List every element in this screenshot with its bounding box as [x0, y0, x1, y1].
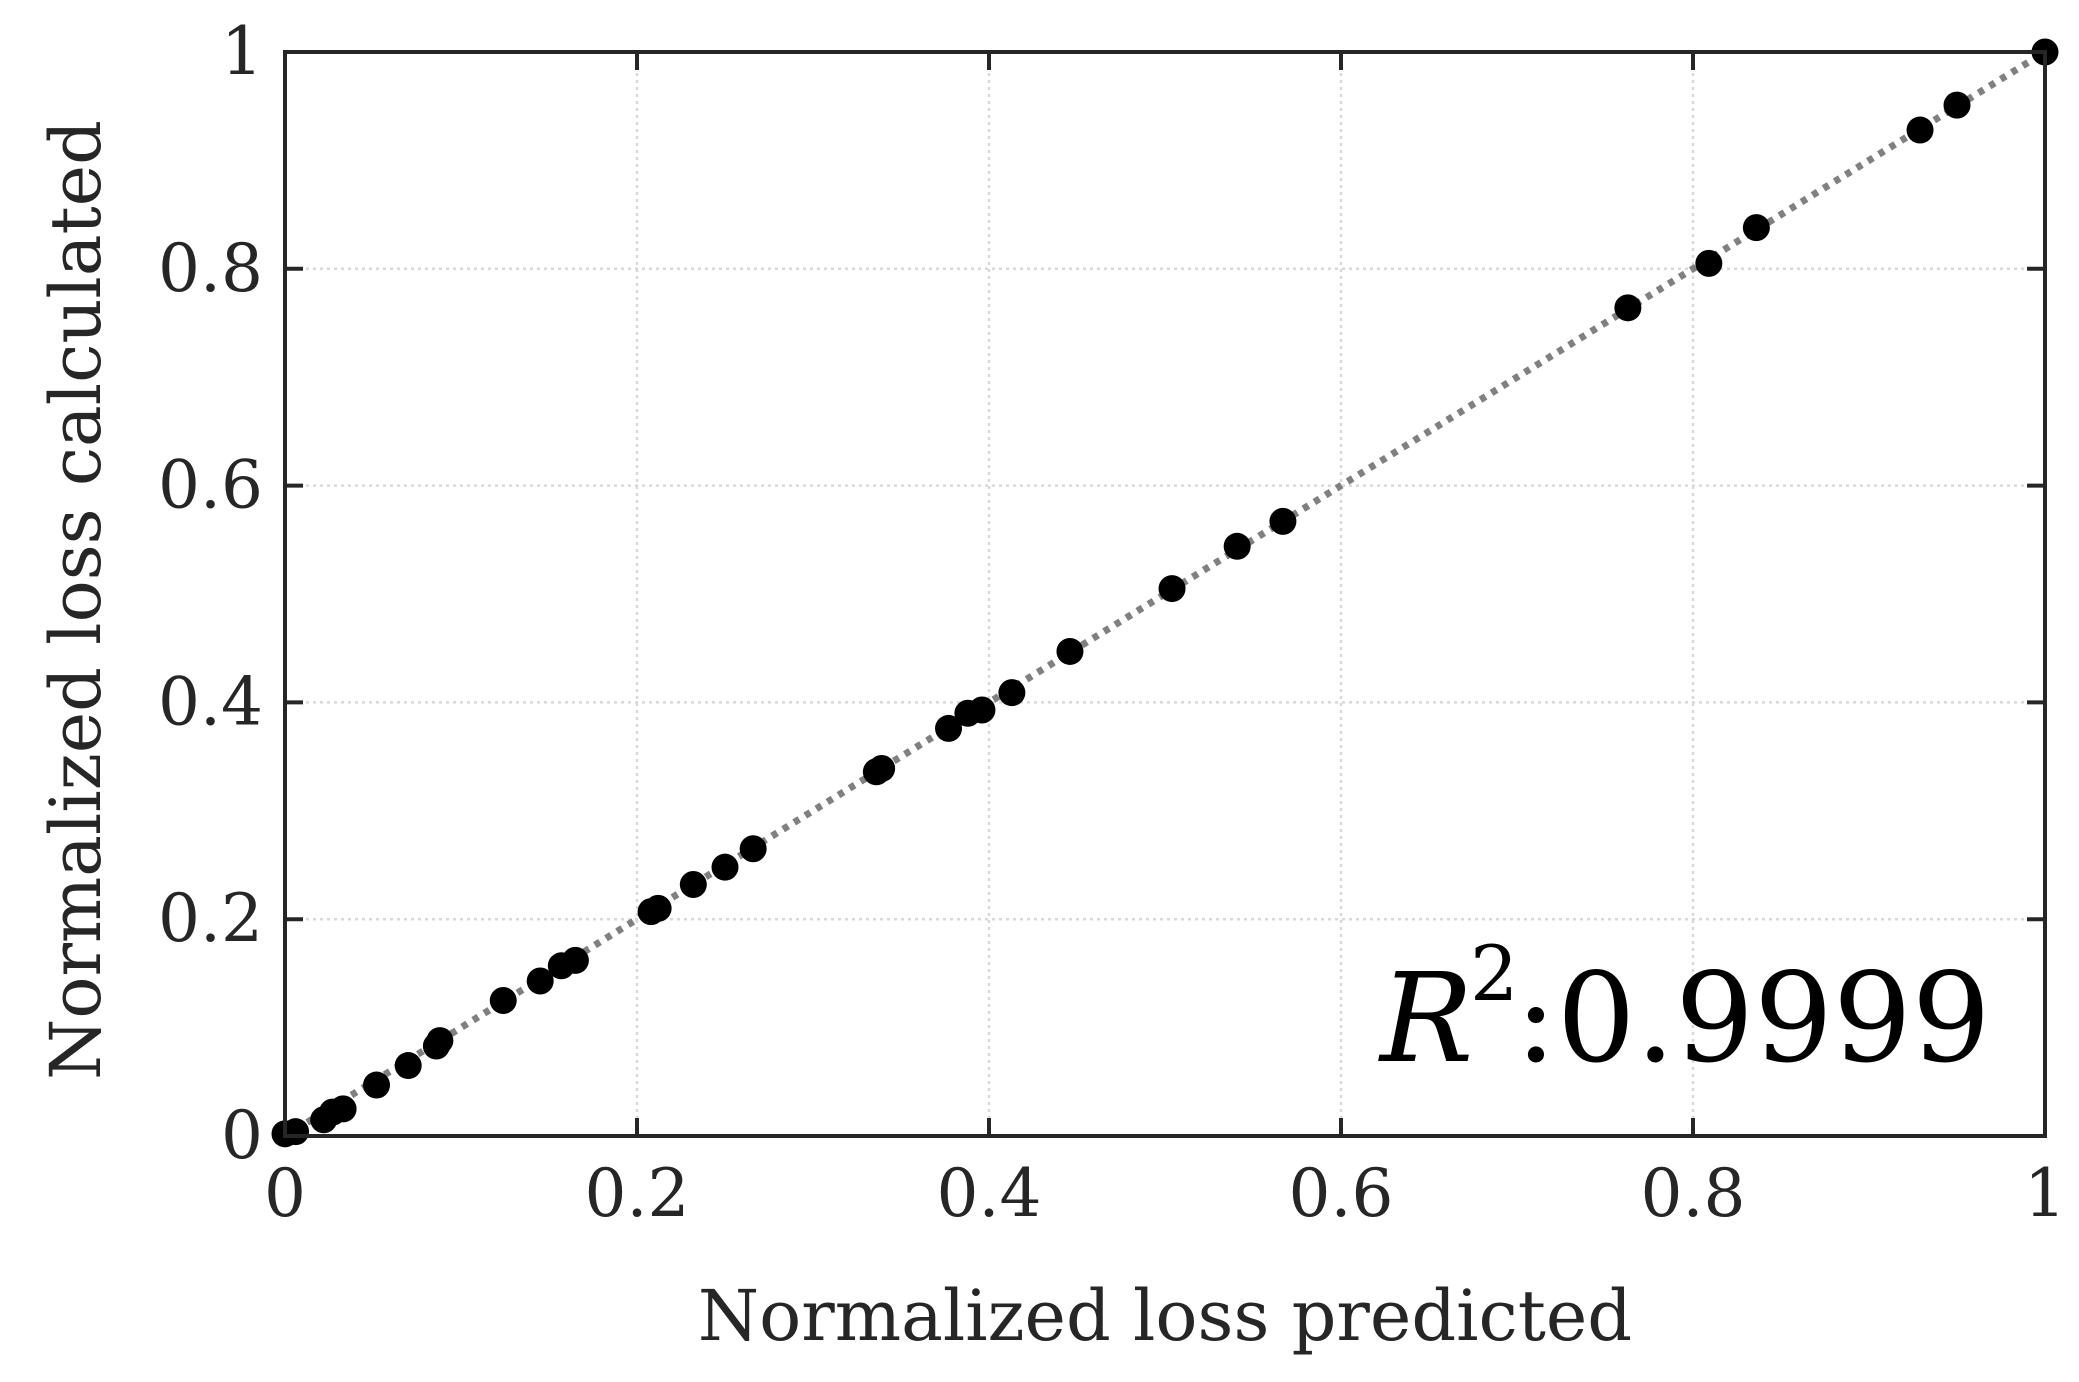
data-point: [868, 755, 896, 783]
r-squared-annotation: R 2 :0.9999: [1378, 929, 1991, 1091]
data-point: [998, 679, 1026, 707]
data-point: [711, 853, 739, 881]
y-tick-label: 0.8: [158, 230, 263, 307]
data-point: [526, 967, 554, 995]
r-squared-symbol: R: [1378, 947, 1473, 1091]
data-point: [329, 1095, 357, 1123]
y-tick-label: 0.6: [158, 447, 263, 524]
x-tick-label: 0.6: [1289, 1155, 1394, 1232]
grid-lines: [285, 52, 2045, 1136]
data-point: [1943, 91, 1971, 119]
data-point: [1056, 637, 1084, 665]
data-point: [1742, 214, 1770, 242]
data-point: [489, 987, 517, 1014]
x-tick-label: 0.4: [937, 1155, 1042, 1232]
data-point: [282, 1118, 310, 1146]
data-point: [363, 1071, 391, 1099]
y-tick-labels: 0 0.2 0.4 0.6 0.8 1: [158, 13, 263, 1174]
x-axis-label: Normalized loss predicted: [698, 1275, 1632, 1357]
x-tick-label: 0: [264, 1155, 306, 1232]
x-tick-label: 0.2: [585, 1155, 690, 1232]
data-point: [1906, 116, 1934, 144]
data-points: [271, 38, 2059, 1148]
data-point: [1158, 575, 1186, 603]
y-tick-label: 0.2: [158, 880, 263, 957]
axes-frame: [283, 50, 2047, 1138]
y-tick-label: 1: [221, 13, 263, 90]
y-tick-label: 0.4: [158, 663, 263, 740]
data-point: [561, 946, 589, 974]
data-point: [394, 1052, 422, 1080]
data-point: [644, 894, 672, 922]
x-tick-labels: 0 0.2 0.4 0.6 0.8 1: [264, 1155, 2066, 1232]
data-point: [1614, 294, 1642, 322]
r-squared-exponent: 2: [1470, 929, 1518, 1018]
data-point: [1223, 532, 1251, 560]
data-point: [426, 1027, 454, 1055]
data-point: [679, 871, 707, 899]
axes-box: [283, 50, 2047, 1138]
x-tick-label: 1: [2024, 1155, 2066, 1232]
y-axis-label: Normalized loss calculated: [35, 120, 117, 1080]
x-tick-label: 0.8: [1641, 1155, 1746, 1232]
data-point: [1269, 507, 1297, 535]
data-point: [1695, 249, 1723, 277]
data-point: [739, 835, 767, 863]
data-point: [968, 696, 996, 724]
y-tick-label: 0: [221, 1097, 263, 1174]
data-point: [935, 714, 963, 742]
r-squared-value: :0.9999: [1515, 947, 1991, 1091]
